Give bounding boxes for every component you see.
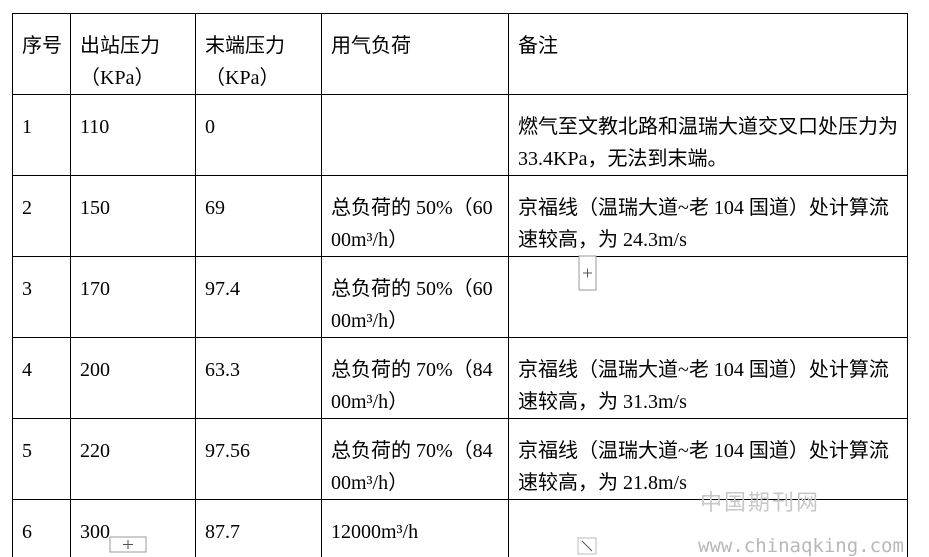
table-cell: 总负荷的 50%（6000m³/h） (321, 175, 509, 257)
table-row: 4 200 63.3 总负荷的 70%（8400m³/h） 京福线（温瑞大道~老 104… (12, 337, 908, 419)
table-cell: 200 (70, 337, 196, 419)
table-cell: 京福线（温瑞大道~老 104 国道）处计算流速较高，为 31.3m/s (508, 337, 908, 419)
table-cell: 12000m³/h (321, 499, 509, 557)
table-cell: 69 (195, 175, 322, 257)
table-cell: 总负荷的 50%（6000m³/h） (321, 256, 509, 338)
table-cell: 150 (70, 175, 196, 257)
data-table: 序号 出站压力（KPa） 末端压力（KPa） 用气负荷 备注 1 110 0 燃气至文教北路和温… (12, 13, 908, 557)
header-cell: 出站压力（KPa） (70, 13, 196, 95)
header-row: 序号 出站压力（KPa） 末端压力（KPa） 用气负荷 备注 (12, 13, 908, 95)
watermark: 中国期刊网 (700, 490, 821, 515)
table-cell: 4 (12, 337, 71, 419)
table-row: 2 150 69 总负荷的 50%（6000m³/h） 京福线（温瑞大道~老 104 国… (12, 175, 908, 257)
table-cell: 3 (12, 256, 71, 338)
header-cell: 用气负荷 (321, 13, 509, 95)
header-cell: 备注 (508, 13, 908, 95)
table-row: 6 300 87.7 12000m³/h (12, 499, 908, 557)
table-cell: 1 (12, 94, 71, 176)
add-column-icon[interactable] (578, 255, 597, 291)
table-row: 5 220 97.56 总负荷的 70%（8400m³/h） 京福线（温瑞大道~老 10… (12, 418, 908, 500)
table-cell: 97.56 (195, 418, 322, 500)
table-cell: 燃气至文教北路和温瑞大道交叉口处压力为 33.4KPa，无法到末端。 (508, 94, 908, 176)
add-row-icon[interactable] (109, 536, 147, 553)
resize-icon[interactable] (577, 537, 597, 555)
table-cell: 220 (70, 418, 196, 500)
table-cell: 87.7 (195, 499, 322, 557)
table-cell (508, 499, 908, 557)
table-cell: 97.4 (195, 256, 322, 338)
table-cell (508, 256, 908, 338)
header-cell: 序号 (12, 13, 71, 95)
table-cell: 京福线（温瑞大道~老 104 国道）处计算流速较高，为 24.3m/s (508, 175, 908, 257)
table-row: 3 170 97.4 总负荷的 50%（6000m³/h） (12, 256, 908, 338)
watermark-url: www.chinaqking.com (698, 535, 904, 557)
table-cell: 京福线（温瑞大道~老 104 国道）处计算流速较高，为 21.8m/s (508, 418, 908, 500)
header-cell: 末端压力（KPa） (195, 13, 322, 95)
